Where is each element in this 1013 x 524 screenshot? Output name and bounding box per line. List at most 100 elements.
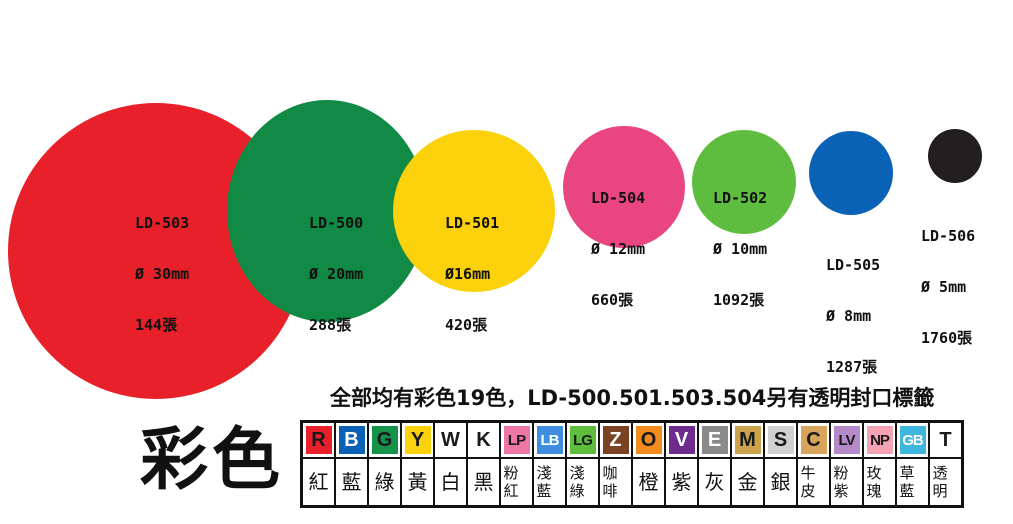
swatch-code-cell: E bbox=[699, 423, 730, 459]
dot-ld-501 bbox=[393, 130, 555, 292]
label-ld-501: LD-501 Ø16mm 420張 bbox=[445, 181, 499, 351]
headline: 全部均有彩色19色，LD-500.501.503.504另有透明封口標籤 bbox=[330, 386, 935, 410]
label-ld-501-count: 420張 bbox=[445, 316, 488, 334]
page-title: 彩色 bbox=[140, 420, 285, 500]
label-ld-501-size: Ø16mm bbox=[445, 265, 491, 283]
label-ld-500-code: LD-500 bbox=[309, 214, 364, 232]
swatch-code: O bbox=[635, 426, 662, 454]
swatch-name: 白 bbox=[440, 470, 461, 494]
swatch-name: 紅 bbox=[308, 470, 329, 494]
swatch-code: LV bbox=[833, 426, 860, 454]
swatch-code-cell: S bbox=[765, 423, 796, 459]
swatch-name: 牛皮 bbox=[800, 464, 816, 500]
swatch-code-cell: C bbox=[798, 423, 829, 459]
swatch-code-cell: M bbox=[732, 423, 763, 459]
swatch-code: C bbox=[800, 426, 827, 454]
swatch-column: GB 草藍 bbox=[897, 423, 930, 505]
swatch-name: 銀 bbox=[770, 470, 791, 494]
label-ld-503: LD-503 Ø 30mm 144張 bbox=[135, 181, 189, 351]
label-ld-506: LD-506 Ø 5mm 1760張 bbox=[921, 194, 975, 364]
label-ld-505: LD-505 Ø 8mm 1287張 bbox=[826, 223, 880, 393]
swatch-name: 灰 bbox=[704, 470, 725, 494]
label-ld-505-code: LD-505 bbox=[826, 256, 881, 274]
swatch-name: 玫瑰 bbox=[866, 464, 882, 500]
swatch-name: 草藍 bbox=[899, 464, 915, 500]
color-swatch-table: R 紅 B 藍 G 綠 Y 黃 W 白 K 黑 LP 粉紅 LB 淺藍 LG 淺綠 Z 咖啡 O 橙 V 紫 E 灰 M 金 S 銀 C 牛皮… bbox=[300, 420, 964, 508]
label-ld-501-code: LD-501 bbox=[445, 214, 500, 232]
swatch-name: 咖啡 bbox=[602, 464, 618, 500]
swatch-code: V bbox=[668, 426, 695, 454]
swatch-column: NP 玫瑰 bbox=[864, 423, 897, 505]
swatch-code-cell: LB bbox=[534, 423, 565, 459]
label-ld-504-count: 660張 bbox=[591, 291, 634, 309]
swatch-code-cell: NP bbox=[864, 423, 895, 459]
label-ld-502-code: LD-502 bbox=[713, 189, 768, 207]
swatch-code: LB bbox=[536, 426, 563, 454]
swatch-code: Y bbox=[404, 426, 431, 454]
swatch-name: 透明 bbox=[932, 464, 948, 500]
swatch-column: C 牛皮 bbox=[798, 423, 831, 505]
swatch-code: GB bbox=[899, 426, 926, 454]
swatch-column: LB 淺藍 bbox=[534, 423, 567, 505]
label-ld-500: LD-500 Ø 20mm 288張 bbox=[309, 181, 363, 351]
swatch-code: W bbox=[437, 426, 464, 454]
label-ld-502: LD-502 Ø 10mm 1092張 bbox=[713, 156, 767, 326]
swatch-name: 黑 bbox=[473, 470, 494, 494]
swatch-code: R bbox=[305, 426, 332, 454]
label-ld-506-size: Ø 5mm bbox=[921, 278, 967, 296]
swatch-code: Z bbox=[602, 426, 629, 454]
label-ld-500-count: 288張 bbox=[309, 316, 352, 334]
swatch-code-cell: K bbox=[468, 423, 499, 459]
label-ld-503-count: 144張 bbox=[135, 316, 178, 334]
swatch-code-cell: G bbox=[369, 423, 400, 459]
swatch-name: 淺藍 bbox=[536, 464, 552, 500]
label-ld-503-size: Ø 30mm bbox=[135, 265, 190, 283]
swatch-name: 黃 bbox=[407, 470, 428, 494]
swatch-name: 淺綠 bbox=[569, 464, 585, 500]
swatch-name: 橙 bbox=[638, 470, 659, 494]
swatch-name: 金 bbox=[737, 470, 758, 494]
swatch-column: T 透明 bbox=[930, 423, 961, 505]
swatch-code: LG bbox=[569, 426, 596, 454]
dot-ld-502 bbox=[692, 130, 796, 234]
label-ld-502-count: 1092張 bbox=[713, 291, 765, 309]
swatch-code-cell: LG bbox=[567, 423, 598, 459]
swatch-code: M bbox=[734, 426, 761, 454]
label-ld-500-size: Ø 20mm bbox=[309, 265, 364, 283]
swatch-code-cell: GB bbox=[897, 423, 928, 459]
swatch-code-cell: Y bbox=[402, 423, 433, 459]
swatch-code: K bbox=[470, 426, 497, 454]
swatch-name: 綠 bbox=[374, 470, 395, 494]
swatch-column: Z 咖啡 bbox=[600, 423, 633, 505]
dot-ld-506 bbox=[928, 129, 982, 183]
swatch-code-cell: V bbox=[666, 423, 697, 459]
swatch-column: LV 粉紫 bbox=[831, 423, 864, 505]
swatch-name: 粉紫 bbox=[833, 464, 849, 500]
label-ld-505-count: 1287張 bbox=[826, 358, 878, 376]
swatch-name: 藍 bbox=[341, 470, 362, 494]
swatch-code-cell: O bbox=[633, 423, 664, 459]
label-ld-505-size: Ø 8mm bbox=[826, 307, 872, 325]
swatch-code: T bbox=[932, 426, 959, 454]
swatch-code: G bbox=[371, 426, 398, 454]
swatch-code-cell: LV bbox=[831, 423, 862, 459]
label-ld-504-size: Ø 12mm bbox=[591, 240, 646, 258]
swatch-code: S bbox=[767, 426, 794, 454]
swatch-code-cell: W bbox=[435, 423, 466, 459]
swatch-name: 粉紅 bbox=[503, 464, 519, 500]
dot-ld-504 bbox=[563, 126, 685, 248]
swatch-name: 紫 bbox=[671, 470, 692, 494]
swatch-code-cell: T bbox=[930, 423, 961, 459]
swatch-code-cell: LP bbox=[501, 423, 532, 459]
dot-ld-505 bbox=[809, 131, 893, 215]
